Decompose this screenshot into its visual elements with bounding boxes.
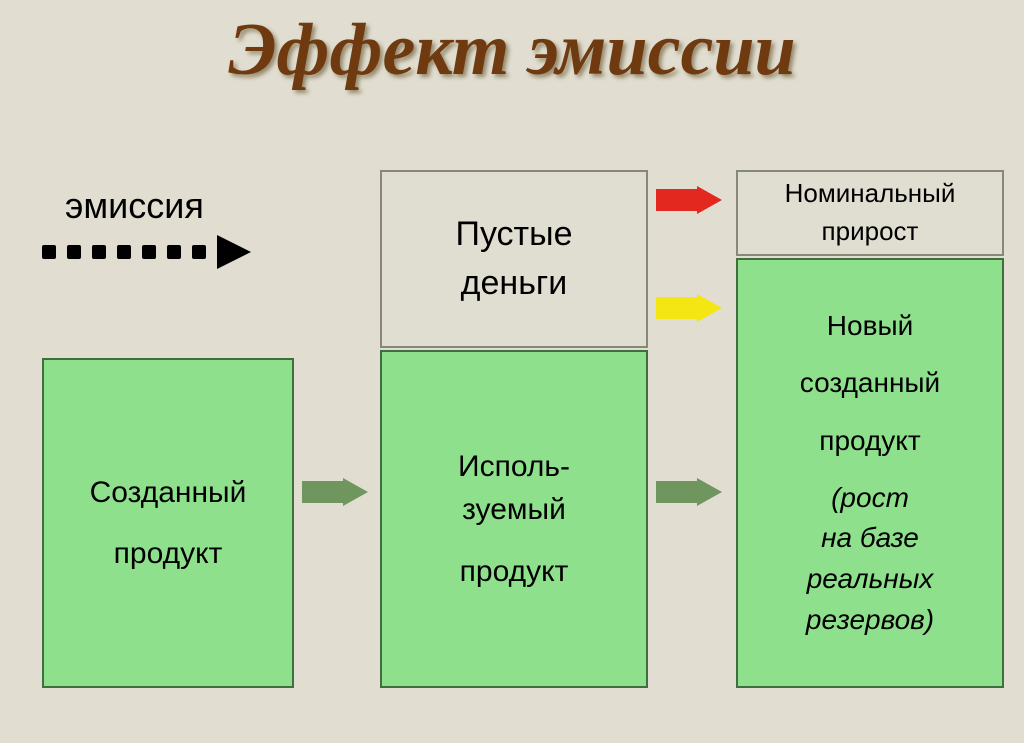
dotted-segment bbox=[67, 245, 81, 259]
dotted-segment bbox=[42, 245, 56, 259]
box-line bbox=[866, 461, 874, 478]
arrow-emission-dotted bbox=[42, 241, 251, 263]
slide-title: Эффект эмиссии bbox=[0, 8, 1024, 93]
box-line bbox=[164, 514, 172, 532]
box-line: прирост bbox=[822, 213, 919, 251]
box-line: Номинальный bbox=[785, 175, 956, 213]
box-created-product: Созданный продукт bbox=[42, 358, 294, 688]
dotted-segment bbox=[117, 245, 131, 259]
arrow-head-icon bbox=[343, 478, 368, 506]
arrow-empty-to-nominal-red bbox=[656, 186, 722, 214]
emission-label: эмиссия bbox=[65, 185, 204, 227]
dotted-segment bbox=[192, 245, 206, 259]
box-line: (рост bbox=[831, 478, 909, 519]
arrow-empty-to-new-yellow bbox=[656, 294, 722, 322]
box-line: реальных bbox=[807, 559, 934, 600]
box-line bbox=[510, 532, 518, 550]
arrow-body bbox=[302, 481, 343, 503]
dotted-segment bbox=[142, 245, 156, 259]
arrow-body bbox=[656, 481, 697, 503]
dotted-segment bbox=[92, 245, 106, 259]
box-line bbox=[866, 346, 874, 363]
box-line: Пустые bbox=[456, 210, 573, 259]
box-line: продукт bbox=[114, 532, 223, 576]
box-line: продукт bbox=[460, 550, 569, 594]
arrow-created-to-used bbox=[302, 478, 368, 506]
box-line: деньги bbox=[461, 259, 568, 308]
arrow-head-icon bbox=[217, 235, 251, 269]
arrow-head-icon bbox=[697, 186, 722, 214]
arrow-used-to-new bbox=[656, 478, 722, 506]
box-line: резервов) bbox=[806, 600, 934, 641]
arrow-head-icon bbox=[697, 478, 722, 506]
box-new-product: Новый созданный продукт (ростна базереал… bbox=[736, 258, 1004, 688]
arrow-body bbox=[656, 189, 697, 211]
box-line: Исполь- bbox=[458, 445, 570, 489]
box-line bbox=[866, 404, 874, 421]
box-nominal-growth: Номинальныйприрост bbox=[736, 170, 1004, 256]
dotted-segment bbox=[167, 245, 181, 259]
box-used-product: Исполь-зуемый продукт bbox=[380, 350, 648, 688]
arrow-body bbox=[656, 297, 697, 319]
box-line: на базе bbox=[821, 518, 919, 559]
arrow-head-icon bbox=[697, 294, 722, 322]
box-empty-money: Пустыеденьги bbox=[380, 170, 648, 348]
